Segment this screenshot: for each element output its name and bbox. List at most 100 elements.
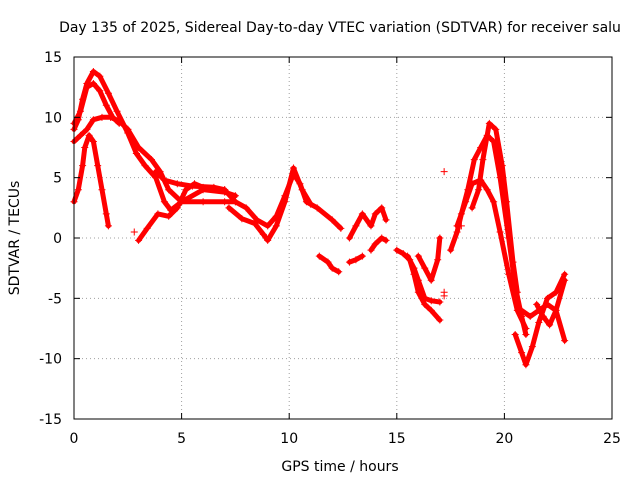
data-point <box>367 222 375 230</box>
data-point <box>328 264 336 272</box>
data-point <box>89 67 97 75</box>
data-point <box>98 186 106 194</box>
data-point <box>378 234 386 242</box>
series-line <box>226 165 314 243</box>
data-point <box>83 83 91 91</box>
data-point <box>498 162 506 170</box>
data-point <box>272 222 280 230</box>
data-point <box>522 331 530 339</box>
data-point <box>421 294 429 302</box>
data-point <box>453 228 461 236</box>
series-line <box>454 177 529 331</box>
data-point <box>382 236 390 244</box>
x-tick-label: 0 <box>70 431 79 447</box>
data-point <box>152 174 160 182</box>
data-point <box>242 204 250 212</box>
data-point <box>231 198 239 206</box>
data-point <box>490 198 498 206</box>
data-point <box>345 234 353 242</box>
data-point <box>492 125 500 133</box>
data-point <box>440 292 448 300</box>
series-line <box>347 205 389 241</box>
data-point <box>165 186 173 194</box>
data-point <box>539 312 547 320</box>
data-point <box>543 294 551 302</box>
data-point <box>221 198 229 206</box>
data-point <box>135 144 143 151</box>
data-point <box>345 258 353 266</box>
data-point <box>109 113 117 121</box>
data-point <box>505 270 513 278</box>
data-point <box>404 252 412 260</box>
data-point <box>367 246 375 254</box>
series-scatter-points <box>130 168 465 300</box>
data-point <box>546 321 554 329</box>
data-point <box>328 216 336 224</box>
series-line <box>368 235 389 253</box>
data-layer <box>70 67 569 369</box>
data-point <box>382 216 390 224</box>
y-tick-label: 10 <box>44 110 62 126</box>
series-line <box>71 132 111 229</box>
data-point <box>393 246 401 254</box>
data-point <box>96 72 104 80</box>
data-point <box>143 224 151 232</box>
data-point <box>378 204 386 212</box>
data-point <box>436 298 444 306</box>
data-point <box>421 264 429 272</box>
data-point <box>518 349 526 357</box>
data-point <box>410 264 418 272</box>
data-point <box>543 300 551 308</box>
data-point <box>518 306 526 314</box>
data-point <box>221 186 229 194</box>
data-point <box>98 113 106 121</box>
series-track-4 <box>70 80 123 127</box>
data-point <box>85 131 93 139</box>
y-axis-title: SDTVAR / TECUs <box>7 181 23 296</box>
chart-title: Day 135 of 2025, Sidereal Day-to-day VTE… <box>59 20 621 36</box>
data-point <box>511 331 519 339</box>
data-point <box>307 200 315 208</box>
data-point <box>132 150 140 158</box>
data-point <box>337 224 345 232</box>
y-tick-label: 0 <box>53 231 62 247</box>
tick-layer: 0 5 10 15 20 25 -15 -10 -5 0 5 10 15 <box>39 50 621 447</box>
series-line <box>71 81 122 126</box>
data-point <box>552 288 560 296</box>
data-point <box>475 186 483 194</box>
x-tick-label: 15 <box>388 431 406 447</box>
data-point <box>522 361 530 369</box>
data-point <box>238 215 246 223</box>
data-point <box>503 198 511 206</box>
data-point <box>315 252 323 260</box>
data-point <box>358 210 366 218</box>
data-point <box>468 204 476 212</box>
data-point <box>154 210 162 218</box>
data-point <box>113 107 121 115</box>
series-track-12 <box>345 204 390 242</box>
series-line <box>71 69 139 156</box>
data-point <box>259 230 267 238</box>
data-point <box>468 180 476 188</box>
data-point <box>115 119 123 127</box>
series-track-14 <box>367 234 390 254</box>
data-point <box>135 236 143 244</box>
series-track-17 <box>414 234 444 284</box>
data-point <box>313 204 321 212</box>
series-line <box>394 247 443 323</box>
data-point <box>399 250 407 258</box>
x-tick-label: 10 <box>280 431 298 447</box>
data-point <box>89 116 97 124</box>
data-point <box>509 258 517 266</box>
data-point <box>427 297 435 305</box>
series-track-6 <box>132 150 239 214</box>
data-point <box>436 316 444 324</box>
data-point <box>124 125 132 133</box>
series-line <box>415 235 443 283</box>
series-track-13 <box>345 252 366 266</box>
data-point <box>371 210 379 218</box>
data-point <box>290 164 298 172</box>
data-point <box>281 198 289 206</box>
series-track-21 <box>511 270 569 369</box>
